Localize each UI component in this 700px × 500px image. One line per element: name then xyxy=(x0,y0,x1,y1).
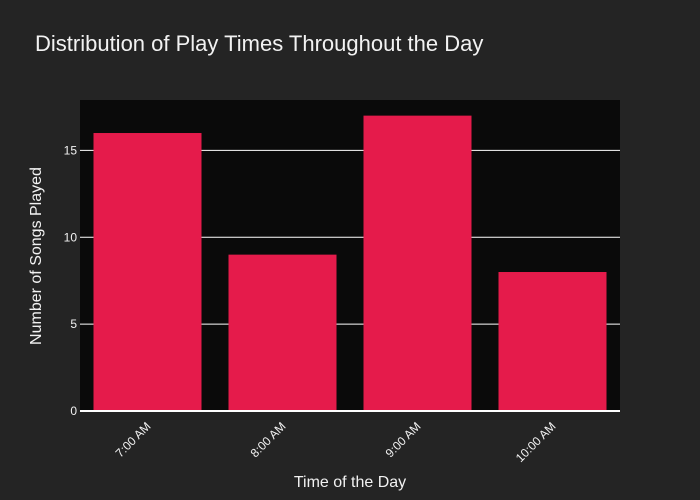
x-axis-title: Time of the Day xyxy=(294,474,406,491)
y-tick-label: 5 xyxy=(70,317,77,331)
y-axis-title: Number of Songs Played xyxy=(28,167,45,345)
y-tick-label: 0 xyxy=(70,404,77,418)
bar[interactable] xyxy=(363,115,472,411)
bar[interactable] xyxy=(93,133,202,411)
bar[interactable] xyxy=(228,254,337,411)
y-tick-labels: 0 5 10 15 xyxy=(64,143,78,418)
y-tick-label: 10 xyxy=(64,230,78,244)
chart-title: Distribution of Play Times Throughout th… xyxy=(35,31,483,56)
bar[interactable] xyxy=(498,272,607,411)
bars xyxy=(93,115,607,411)
y-tick-label: 15 xyxy=(64,143,78,157)
